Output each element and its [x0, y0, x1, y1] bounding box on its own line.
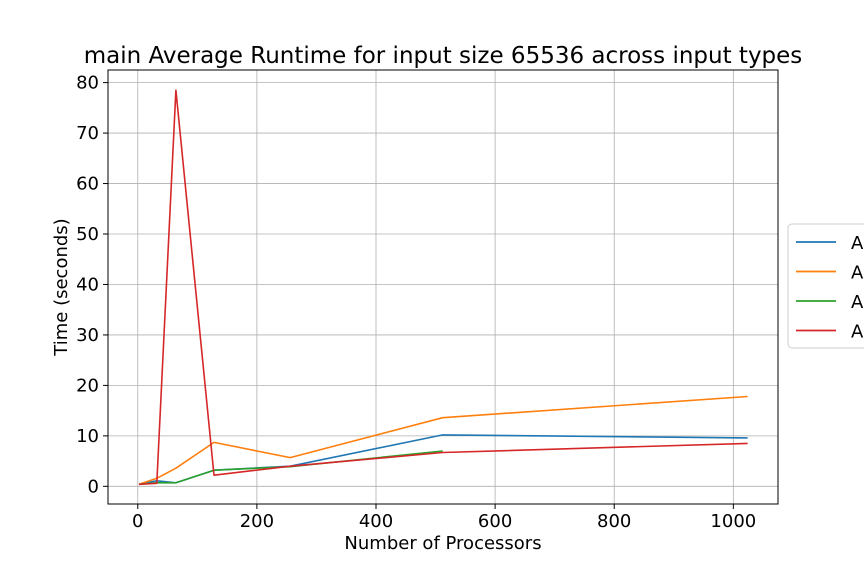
x-axis-ticks: 0 200 400 600 800 1000 [132, 504, 756, 532]
legend-label-3: A [851, 292, 864, 313]
x-tick-label: 400 [359, 511, 393, 532]
y-tick-label: 50 [76, 224, 99, 245]
x-axis-label: Number of Processors [344, 533, 541, 554]
y-tick-label: 80 [76, 73, 99, 94]
y-tick-label: 70 [76, 123, 99, 144]
legend-label-4: A [851, 322, 864, 343]
chart-title: main Average Runtime for input size 6553… [84, 43, 803, 69]
y-axis-ticks: 0 10 20 30 40 50 60 70 80 [76, 73, 108, 497]
y-tick-label: 60 [76, 174, 99, 195]
y-axis-label: Time (seconds) [51, 218, 72, 356]
legend-label-2: A [851, 263, 864, 284]
series-line-1 [138, 434, 748, 486]
y-tick-label: 40 [76, 274, 99, 295]
y-tick-label: 30 [76, 325, 99, 346]
y-tick-label: 0 [88, 476, 99, 497]
x-tick-label: 800 [597, 511, 631, 532]
plot-frame [107, 69, 779, 505]
x-tick-label: 600 [478, 511, 512, 532]
grid-lines [108, 70, 778, 504]
legend-label-1: A [851, 233, 864, 254]
x-tick-label: 1000 [710, 511, 756, 532]
x-tick-label: 200 [240, 511, 274, 532]
series-line-2 [138, 395, 748, 486]
series-layer [138, 89, 748, 486]
y-tick-label: 10 [76, 426, 99, 447]
series-line-4 [138, 89, 748, 486]
x-tick-label: 0 [132, 511, 143, 532]
legend-box [787, 223, 864, 349]
y-tick-label: 20 [76, 375, 99, 396]
